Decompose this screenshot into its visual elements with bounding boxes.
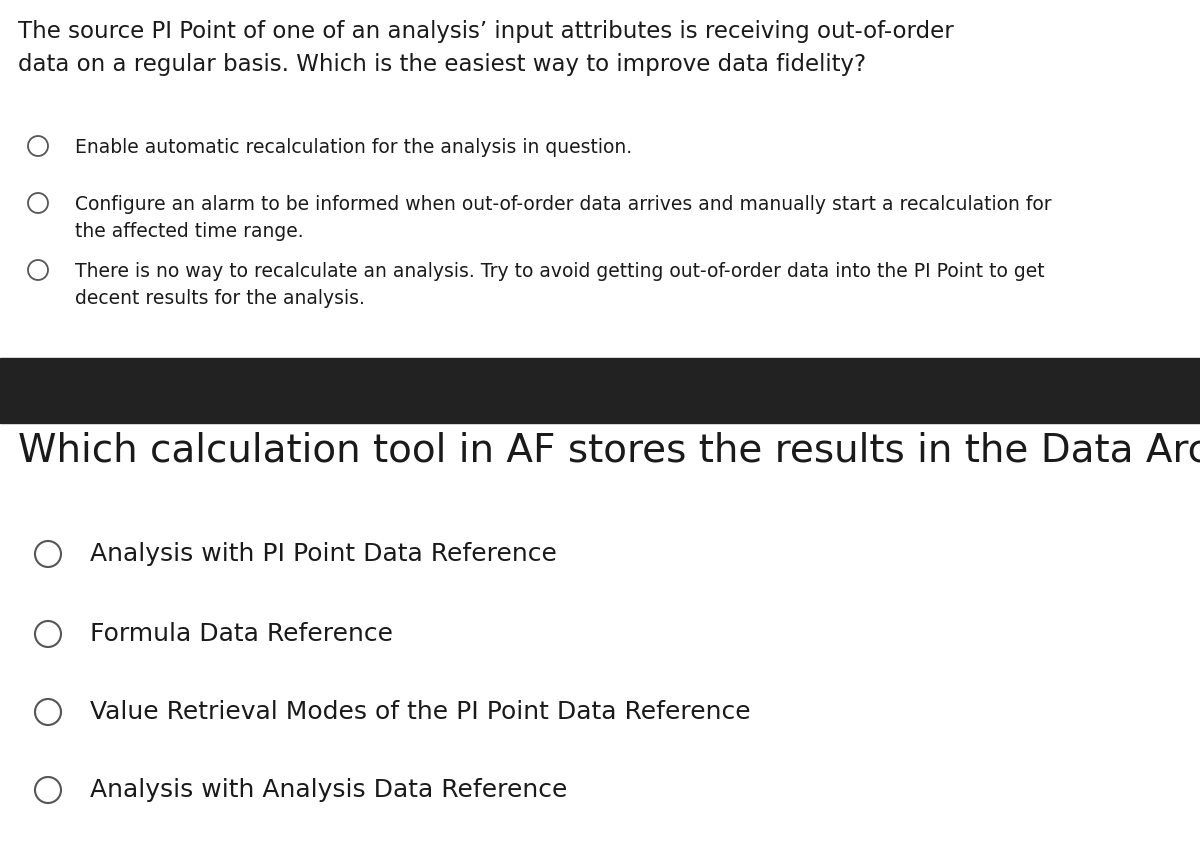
Text: Enable automatic recalculation for the analysis in question.: Enable automatic recalculation for the a… [74,138,632,157]
Text: Formula Data Reference: Formula Data Reference [90,622,394,646]
Text: Which calculation tool in AF stores the results in the Data Archive?: Which calculation tool in AF stores the … [18,432,1200,470]
Text: Analysis with PI Point Data Reference: Analysis with PI Point Data Reference [90,542,557,566]
Text: There is no way to recalculate an analysis. Try to avoid getting out-of-order da: There is no way to recalculate an analys… [74,262,1045,308]
Text: The source PI Point of one of an analysis’ input attributes is receiving out-of-: The source PI Point of one of an analysi… [18,20,954,76]
Text: Value Retrieval Modes of the PI Point Data Reference: Value Retrieval Modes of the PI Point Da… [90,700,751,724]
Text: Configure an alarm to be informed when out-of-order data arrives and manually st: Configure an alarm to be informed when o… [74,195,1051,242]
Text: Analysis with Analysis Data Reference: Analysis with Analysis Data Reference [90,778,568,802]
Bar [0,358,1200,423]
